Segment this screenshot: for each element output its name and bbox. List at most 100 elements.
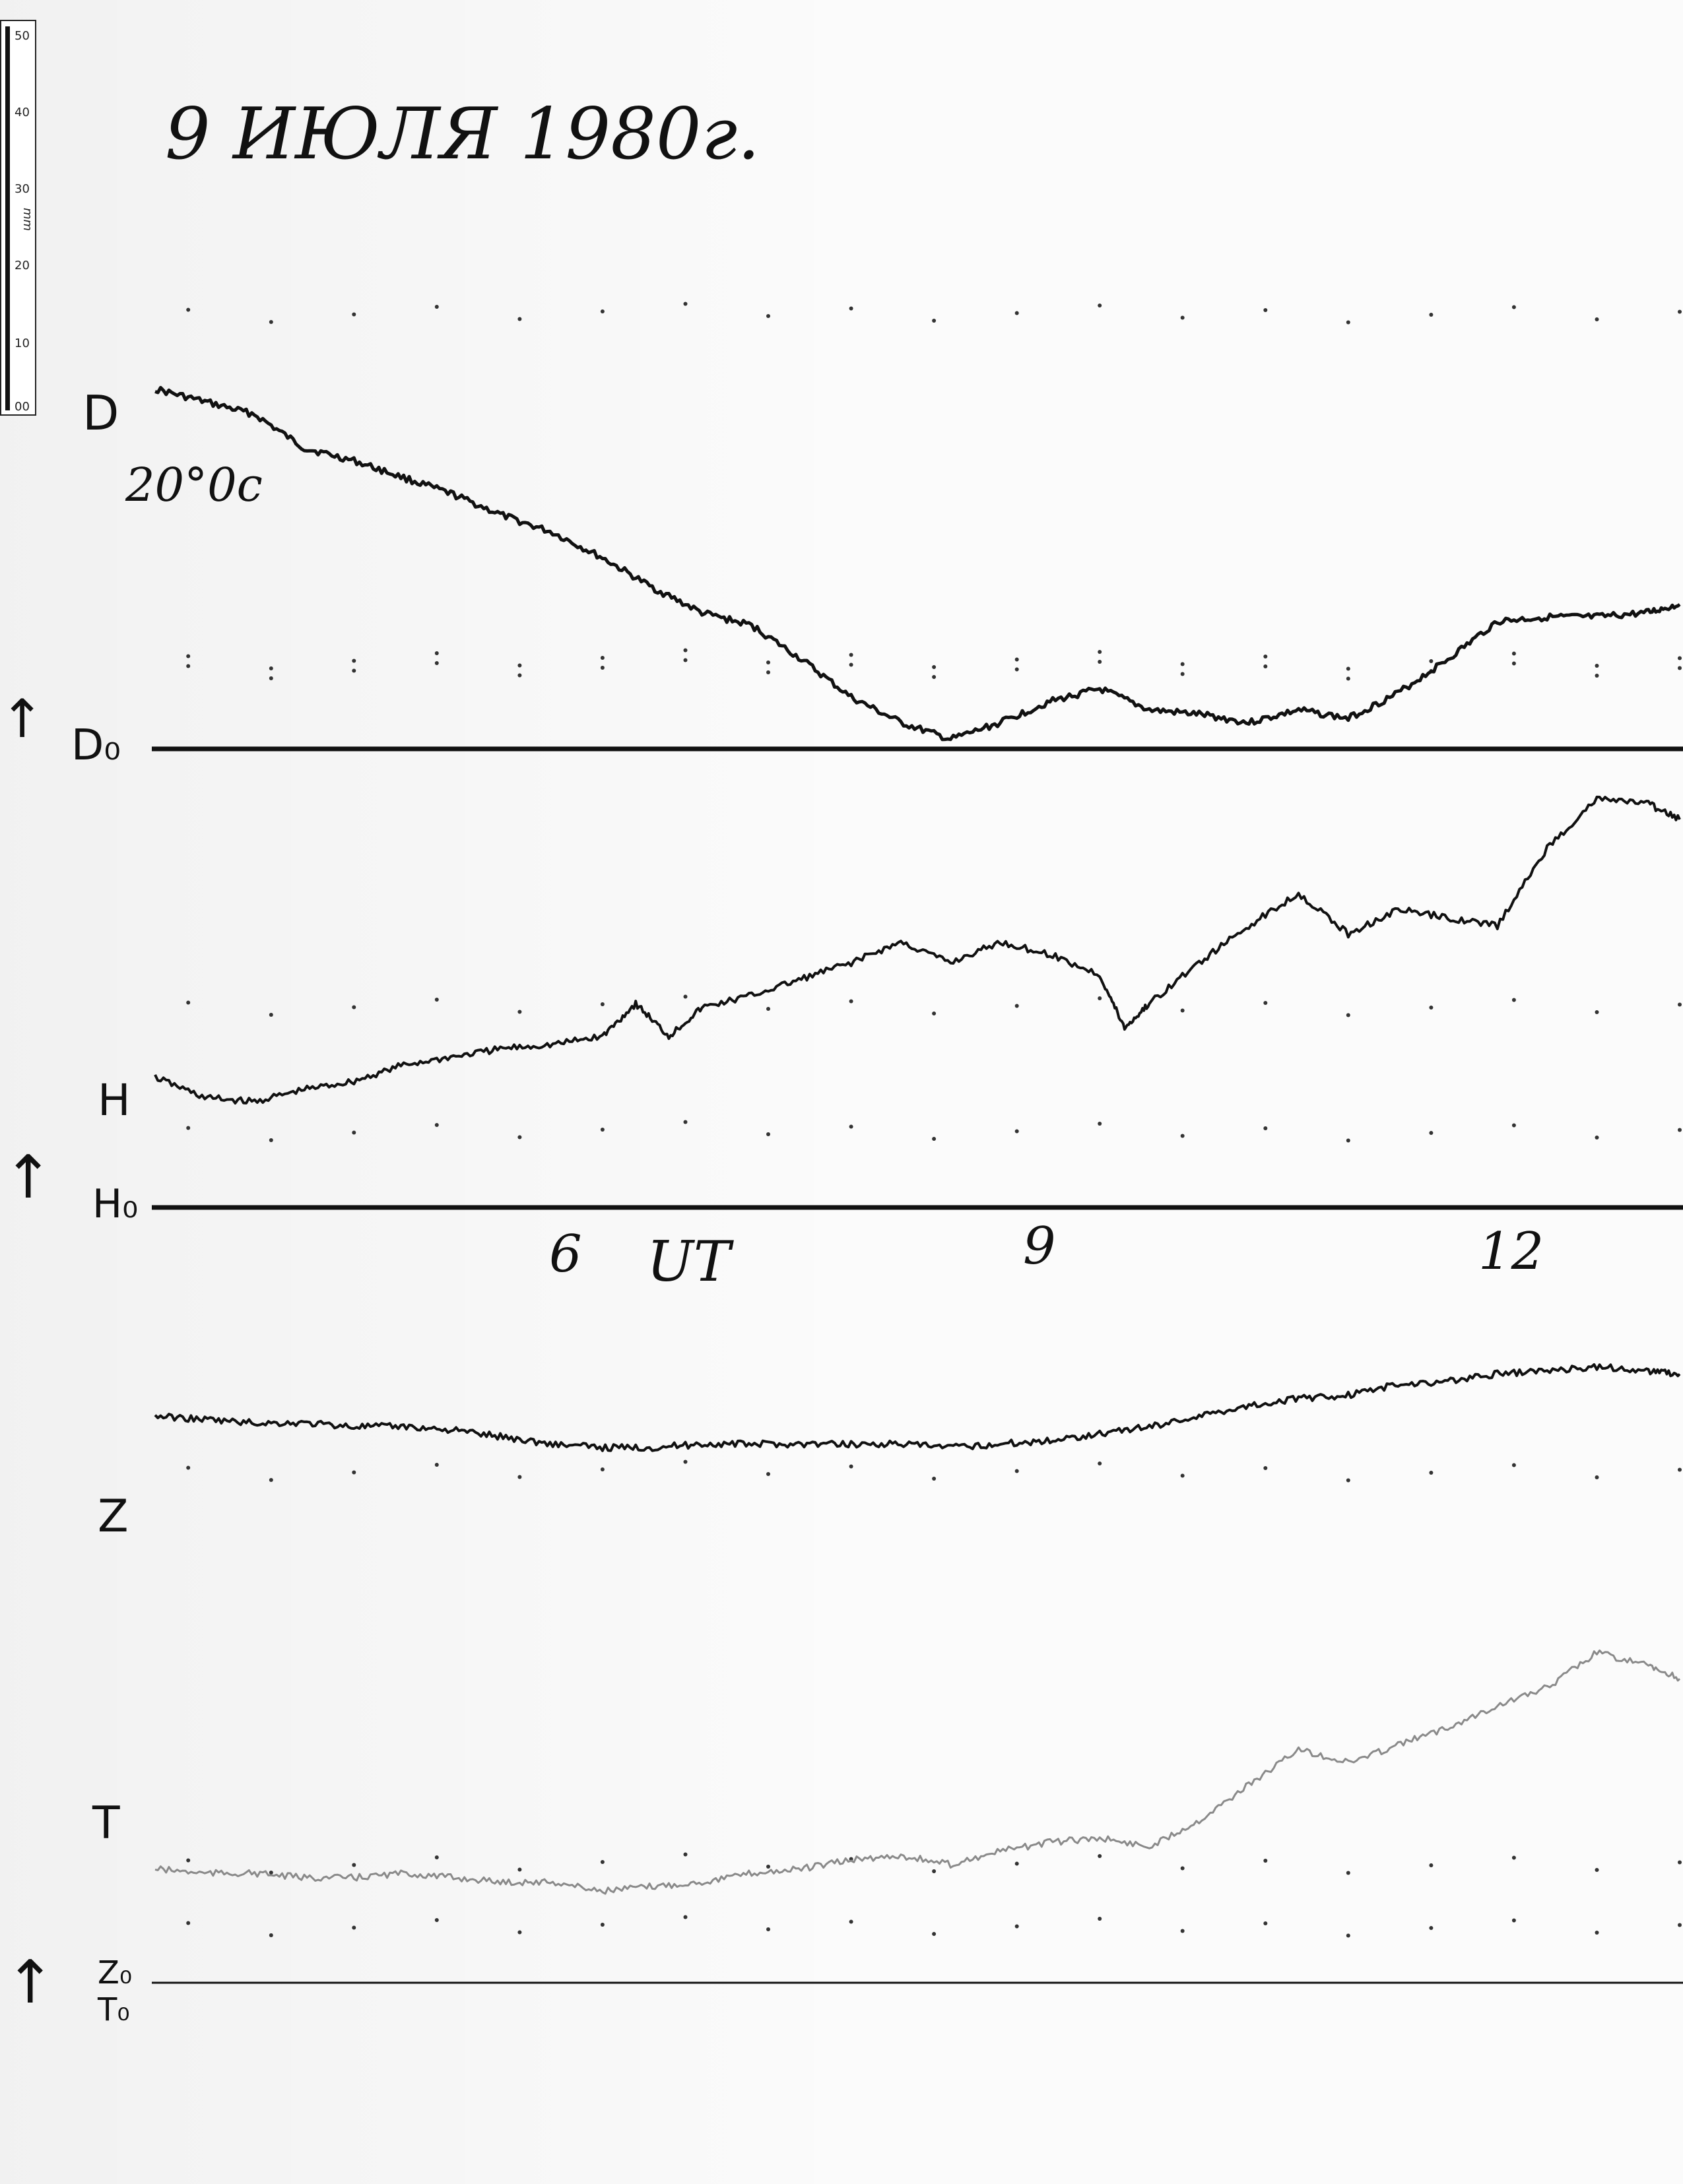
timing-mark (1595, 1931, 1599, 1935)
timing-mark (1098, 1122, 1102, 1126)
x-tick-12: 12 (1478, 1222, 1544, 1281)
timing-mark (849, 662, 853, 667)
timing-mark (849, 999, 853, 1004)
timing-mark (1678, 1860, 1682, 1865)
timing-mark (1429, 313, 1434, 317)
baseline-label-t0: T₀ (98, 1991, 130, 2028)
up-arrow-icon: ↑ (5, 1948, 55, 2017)
timing-mark (1180, 1866, 1185, 1871)
ruler-tick-30: 30 (15, 182, 30, 196)
timing-mark (1678, 1128, 1682, 1132)
timing-mark (434, 998, 439, 1002)
timing-mark (1263, 664, 1268, 668)
timing-mark (932, 1932, 937, 1936)
timing-mark (683, 1120, 688, 1124)
timing-mark (766, 1927, 770, 1931)
timing-mark (269, 676, 273, 680)
timing-mark (1595, 1010, 1599, 1014)
timing-mark (1678, 309, 1682, 314)
timing-mark (932, 319, 937, 323)
timing-mark (434, 1123, 439, 1127)
timing-mark (1014, 657, 1019, 662)
timing-mark (766, 1007, 770, 1011)
x-axis-label: UT (647, 1229, 731, 1294)
timing-mark (932, 675, 937, 679)
timing-mark (1263, 1466, 1268, 1470)
timing-mark (1098, 1917, 1102, 1921)
timing-mark (1595, 674, 1599, 678)
timing-mark (1014, 667, 1019, 672)
timing-mark (434, 1855, 439, 1859)
timing-mark (683, 658, 688, 662)
timing-mark (1346, 1478, 1350, 1483)
timing-mark (1014, 1924, 1019, 1929)
timing-mark (600, 1467, 605, 1471)
timing-mark (600, 1860, 605, 1864)
timing-mark (1595, 664, 1599, 668)
timing-mark (600, 666, 605, 670)
timing-mark (1595, 317, 1599, 321)
timing-mark (269, 1871, 273, 1875)
timing-mark (1346, 666, 1350, 671)
timing-mark (600, 1002, 605, 1006)
timing-mark (186, 307, 191, 312)
timing-mark (1263, 655, 1268, 658)
timing-mark (1180, 315, 1185, 320)
timing-mark (1098, 304, 1102, 307)
ruler-bar (5, 26, 10, 410)
timing-mark (683, 1460, 688, 1464)
timing-mark (517, 673, 522, 678)
timing-mark (1595, 1475, 1599, 1479)
timing-mark (1429, 659, 1434, 663)
timing-mark (1180, 1134, 1185, 1138)
timing-mark (683, 1852, 688, 1857)
timing-mark (186, 1858, 191, 1863)
series-line-h (154, 795, 1681, 1105)
timing-mark (434, 661, 439, 665)
timing-mark (1678, 1923, 1682, 1927)
timing-mark (766, 1472, 770, 1476)
baseline-label-h0: H₀ (92, 1181, 139, 1227)
timing-mark (1595, 1136, 1599, 1140)
baseline-label-z0: Z₀ (98, 1954, 133, 1991)
timing-mark (1098, 1461, 1102, 1465)
timing-mark (1678, 666, 1682, 670)
timing-mark (1346, 1871, 1350, 1875)
timing-mark (600, 1923, 605, 1927)
timing-mark (766, 1132, 770, 1136)
timing-mark (517, 1135, 522, 1140)
timing-mark (1263, 1921, 1268, 1925)
timing-mark (1098, 660, 1102, 664)
timing-mark (1014, 1469, 1019, 1473)
timing-mark (352, 1130, 356, 1135)
timing-mark (1511, 1123, 1516, 1128)
timing-mark (1180, 1473, 1185, 1478)
timing-mark (1014, 1004, 1019, 1008)
ruler-tick-50: 50 (15, 29, 30, 43)
timing-mark (186, 1465, 191, 1470)
timing-mark (352, 312, 356, 317)
series-line-t (154, 1649, 1681, 1895)
up-arrow-icon: ↑ (0, 688, 45, 750)
timing-mark (600, 309, 605, 313)
timing-mark (1429, 1471, 1434, 1475)
timing-mark (1180, 1929, 1185, 1933)
timing-mark (517, 1867, 522, 1872)
timing-mark (766, 314, 770, 318)
timing-mark (517, 317, 522, 321)
timing-mark (849, 306, 853, 311)
timing-mark (1678, 1467, 1682, 1472)
timing-mark (1511, 305, 1516, 309)
timing-mark (1263, 308, 1268, 312)
timing-mark (1511, 998, 1516, 1002)
timing-mark (1511, 661, 1516, 666)
series-label-z: Z (98, 1491, 129, 1543)
timing-mark (352, 1925, 356, 1930)
timing-mark (1180, 662, 1185, 666)
series-line-z (154, 1363, 1681, 1452)
timing-mark (1346, 320, 1350, 325)
timing-mark (849, 653, 853, 657)
time-annotation: 20°0с (125, 458, 263, 512)
timing-mark (269, 1138, 273, 1142)
